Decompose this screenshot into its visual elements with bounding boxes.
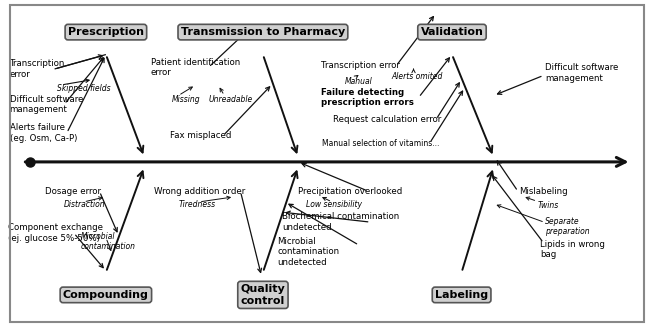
Text: Separate
preparation: Separate preparation: [545, 217, 589, 236]
Text: Twins: Twins: [537, 201, 559, 210]
Text: Patient identification
error: Patient identification error: [150, 58, 240, 77]
Text: Alerts failure
(eg. Osm, Ca-P): Alerts failure (eg. Osm, Ca-P): [10, 123, 77, 143]
Text: Missing: Missing: [172, 95, 201, 104]
Text: Compounding: Compounding: [63, 290, 149, 300]
Text: Quality
control: Quality control: [241, 284, 285, 306]
Text: Dosage error: Dosage error: [45, 187, 101, 196]
Text: Transcription error: Transcription error: [320, 61, 400, 70]
Text: Wrong addition order: Wrong addition order: [154, 187, 245, 196]
Text: Transcription
error: Transcription error: [10, 59, 65, 79]
Text: Validation: Validation: [421, 27, 483, 37]
Text: Failure detecting
prescription errors: Failure detecting prescription errors: [320, 88, 413, 107]
Text: Precipitation overlooked: Precipitation overlooked: [298, 187, 402, 196]
Text: Request calculation error: Request calculation error: [334, 115, 441, 124]
Text: Biochemical contamination
undetected: Biochemical contamination undetected: [282, 213, 400, 232]
Text: Manual: Manual: [344, 77, 372, 86]
Text: Manual selection of vitamins...: Manual selection of vitamins...: [322, 139, 439, 148]
Text: Difficult software
management: Difficult software management: [10, 95, 83, 114]
Text: Component exchange
(ej. glucose 5%-50%): Component exchange (ej. glucose 5%-50%): [9, 223, 103, 243]
Text: Labeling: Labeling: [435, 290, 488, 300]
Text: Tiredness: Tiredness: [179, 200, 215, 209]
Text: Mislabeling: Mislabeling: [519, 187, 568, 196]
Text: Distraction: Distraction: [64, 200, 106, 209]
Text: Unreadable: Unreadable: [209, 95, 252, 104]
Text: Low sensibility: Low sensibility: [306, 200, 362, 209]
Text: Skipped fields: Skipped fields: [56, 84, 110, 93]
Text: Lipids in wrong
bag: Lipids in wrong bag: [540, 240, 605, 259]
Text: Microbial
contamination: Microbial contamination: [81, 232, 136, 251]
Text: Alerts omited: Alerts omited: [391, 72, 443, 80]
Text: Microbial
contamination
undetected: Microbial contamination undetected: [277, 237, 339, 267]
Text: Difficult software
management: Difficult software management: [545, 63, 618, 83]
Text: Prescription: Prescription: [68, 27, 144, 37]
Text: Transmission to Pharmacy: Transmission to Pharmacy: [181, 27, 345, 37]
Text: Fax misplaced: Fax misplaced: [170, 131, 232, 140]
